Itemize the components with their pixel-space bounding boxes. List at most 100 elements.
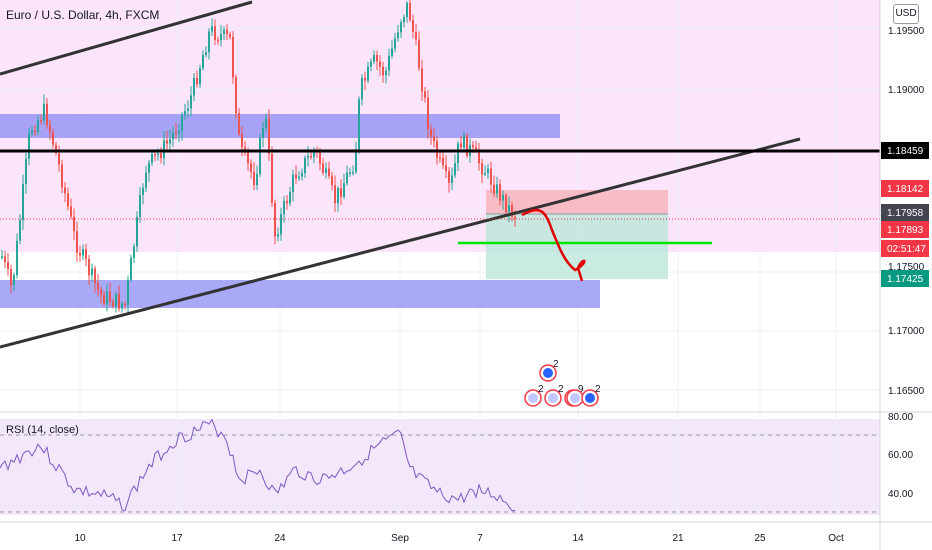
candle bbox=[361, 78, 363, 100]
candle bbox=[403, 17, 405, 23]
candle bbox=[52, 131, 54, 145]
candle bbox=[334, 185, 336, 204]
candle bbox=[295, 174, 297, 179]
candle bbox=[493, 184, 495, 194]
rsi-line bbox=[0, 418, 516, 512]
candle bbox=[427, 97, 429, 130]
candle bbox=[169, 139, 171, 144]
candle bbox=[226, 29, 228, 35]
price-badge: 1.17893 bbox=[881, 221, 929, 238]
candle bbox=[127, 279, 129, 305]
candle bbox=[472, 145, 474, 148]
support-zone bbox=[0, 280, 600, 308]
candle bbox=[61, 164, 63, 188]
candle bbox=[445, 165, 447, 172]
candle bbox=[106, 291, 108, 304]
time-tick-label: 14 bbox=[572, 533, 584, 544]
lower-trendline bbox=[0, 137, 801, 349]
candle bbox=[160, 153, 162, 159]
rsi-tick-label: 40.00 bbox=[888, 489, 913, 500]
candle bbox=[193, 77, 195, 96]
candle bbox=[484, 172, 486, 175]
price-badge: 1.18459 bbox=[881, 142, 929, 159]
stop-loss-area bbox=[486, 190, 668, 214]
upper-trendline bbox=[0, 0, 253, 76]
symbol-title[interactable]: Euro / U.S. Dollar, 4h, FXCM bbox=[6, 8, 160, 22]
candle bbox=[289, 191, 291, 204]
candle bbox=[79, 252, 81, 256]
rsi-title[interactable]: RSI (14, close) bbox=[6, 424, 79, 436]
candle bbox=[187, 108, 189, 111]
candle bbox=[73, 216, 75, 232]
price-badge-label: 1.18142 bbox=[887, 184, 924, 195]
candle bbox=[16, 240, 18, 276]
resistance-zone bbox=[0, 114, 560, 138]
candle bbox=[511, 205, 513, 217]
candle bbox=[376, 55, 378, 62]
price-badge-bg bbox=[881, 142, 929, 159]
candle bbox=[103, 294, 105, 304]
candle bbox=[379, 61, 381, 67]
price-tick-label: 1.16500 bbox=[888, 386, 925, 397]
candle bbox=[214, 26, 216, 40]
candle bbox=[352, 172, 354, 174]
candle bbox=[391, 48, 393, 56]
candle bbox=[436, 141, 438, 158]
candle bbox=[43, 103, 45, 121]
candle bbox=[139, 194, 141, 217]
candle bbox=[157, 153, 159, 155]
candle bbox=[433, 136, 435, 142]
candle bbox=[454, 163, 456, 176]
moon-icon bbox=[543, 368, 553, 378]
price-badge: 1.18142 bbox=[881, 180, 929, 197]
price-badge-bg bbox=[881, 270, 929, 287]
candle bbox=[442, 157, 444, 166]
candle bbox=[202, 54, 204, 69]
currency-button[interactable]: USD bbox=[893, 4, 919, 24]
candle bbox=[451, 175, 453, 183]
candle bbox=[46, 103, 48, 125]
candle bbox=[145, 172, 147, 188]
candle bbox=[253, 171, 255, 185]
price-badge-label: 1.17425 bbox=[887, 274, 924, 285]
candle bbox=[409, 2, 411, 20]
candle bbox=[112, 301, 114, 307]
candle bbox=[460, 143, 462, 148]
candle bbox=[259, 137, 261, 175]
time-tick-label: 10 bbox=[74, 533, 86, 544]
candle bbox=[70, 206, 72, 217]
candle bbox=[196, 77, 198, 85]
candle bbox=[514, 216, 516, 219]
candle bbox=[256, 174, 258, 185]
candle bbox=[283, 201, 285, 215]
candle bbox=[136, 216, 138, 247]
eu-flag-icon bbox=[544, 389, 562, 407]
us-flag-icon bbox=[528, 393, 538, 403]
candle bbox=[406, 2, 408, 18]
candle bbox=[133, 246, 135, 258]
price-tick-label: 1.19000 bbox=[888, 85, 925, 96]
candle bbox=[220, 34, 222, 40]
candle bbox=[418, 39, 420, 69]
time-tick-label: Sep bbox=[391, 533, 409, 544]
candle bbox=[481, 163, 483, 175]
candle bbox=[151, 154, 153, 163]
candle bbox=[88, 259, 90, 276]
event-count: 2 bbox=[595, 384, 601, 395]
candle bbox=[313, 150, 315, 158]
candle bbox=[241, 134, 243, 148]
uk-flag-icon bbox=[566, 389, 584, 407]
time-tick-label: Oct bbox=[828, 533, 844, 544]
price-badge: 02:51:47 bbox=[881, 240, 929, 257]
candle bbox=[463, 135, 465, 148]
candle bbox=[265, 118, 267, 129]
candle bbox=[181, 114, 183, 131]
event-count: 2 bbox=[553, 359, 559, 370]
candle bbox=[109, 291, 111, 302]
candle bbox=[85, 249, 87, 260]
price-tick-label: 1.17000 bbox=[888, 326, 925, 337]
candle bbox=[175, 132, 177, 134]
candle bbox=[55, 144, 57, 154]
